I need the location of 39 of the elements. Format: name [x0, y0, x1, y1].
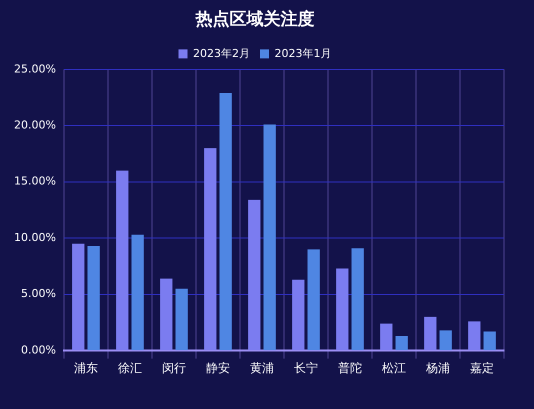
y-tick-label: 10.00% — [14, 230, 56, 244]
bar — [308, 249, 320, 350]
bar — [160, 278, 172, 350]
y-tick-label: 20.00% — [14, 118, 56, 132]
y-tick-label: 0.00% — [20, 343, 56, 356]
bar — [396, 336, 408, 350]
bar — [248, 200, 260, 350]
x-tick-label: 松江 — [382, 360, 406, 375]
bar — [176, 288, 188, 350]
legend-label: 2023年2月 — [193, 46, 250, 60]
y-tick-label: 25.00% — [14, 62, 56, 76]
bar — [264, 124, 276, 350]
x-tick-label: 嘉定 — [470, 360, 494, 375]
bar — [380, 324, 392, 350]
bar — [87, 246, 100, 350]
x-tick-label: 普陀 — [338, 360, 362, 375]
x-tick-label: 浦东 — [74, 360, 98, 375]
bar — [468, 321, 480, 350]
x-tick-label: 徐汇 — [118, 360, 142, 375]
bar — [336, 268, 348, 350]
bar — [220, 93, 232, 350]
bar — [484, 331, 496, 350]
bar — [131, 234, 144, 350]
x-tick-label: 闵行 — [162, 360, 186, 375]
x-tick-label: 黄浦 — [250, 360, 274, 375]
bar — [352, 248, 364, 350]
y-tick-label: 5.00% — [20, 287, 56, 300]
x-tick-label: 杨浦 — [424, 360, 450, 375]
x-tick-label: 静安 — [206, 360, 230, 375]
bar — [440, 330, 452, 350]
bar — [424, 316, 436, 350]
bar — [204, 148, 216, 350]
x-tick-label: 长宁 — [294, 360, 318, 375]
legend-label: 2023年1月 — [274, 46, 332, 60]
y-tick-label: 15.00% — [14, 174, 56, 188]
bar — [292, 280, 304, 350]
bar — [116, 170, 128, 350]
bar — [72, 244, 84, 350]
chart-title: 热点区域关注度 — [194, 10, 314, 30]
